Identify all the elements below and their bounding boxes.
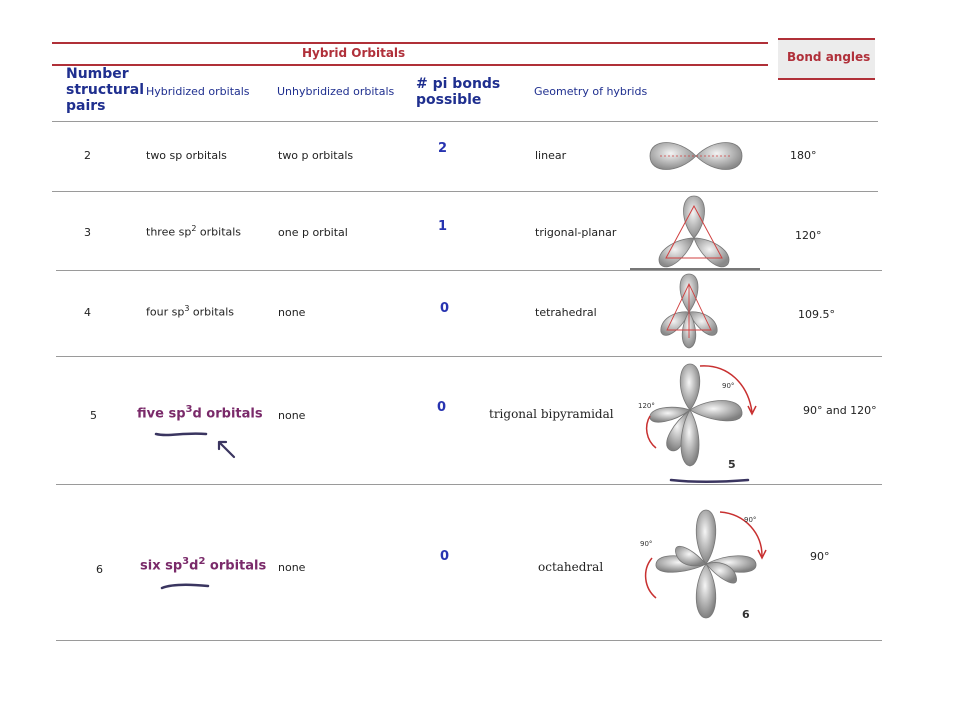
row-hybridized: five sp3d orbitals <box>137 404 263 421</box>
col-pi-line1: # pi bonds <box>416 76 501 92</box>
hyb-text-post: orbitals <box>189 305 235 319</box>
tbp-angle-120: 120° <box>638 402 655 410</box>
header-bottom-rule <box>52 64 768 66</box>
hyb-text-mid: d <box>189 558 199 574</box>
underline-mark <box>154 432 208 437</box>
hyb-text-post: orbitals <box>196 225 242 239</box>
col-pi-heading: # pi bonds possible <box>416 76 500 108</box>
underline-mark <box>669 478 750 484</box>
row-divider <box>56 484 882 485</box>
hyb-sup: 2 <box>191 224 197 233</box>
octahedral-orbital-image: 90° 90° 6 <box>640 509 767 621</box>
row-pi-bonds: 0 <box>440 301 450 316</box>
oct-angle-90-left: 90° <box>640 540 652 548</box>
col-hybridized-heading: Hybridized orbitals <box>146 85 250 98</box>
row-pi-bonds: 0 <box>440 549 450 564</box>
row-hybridized: six sp3d2 orbitals <box>140 556 266 573</box>
col-number-line2: structural <box>66 82 145 98</box>
image-base-line <box>630 268 760 270</box>
col-geometry-heading: Geometry of hybrids <box>534 85 648 98</box>
row-divider <box>56 640 882 641</box>
row-pairs: 5 <box>90 409 97 422</box>
linear-orbital-image <box>649 142 743 170</box>
trigonal-planar-orbital-image <box>658 195 730 268</box>
row-hybridized: two sp orbitals <box>146 149 227 162</box>
row-hybridized: four sp3 orbitals <box>146 304 234 319</box>
row-unhybridized: none <box>278 561 306 574</box>
arrow-mark <box>217 440 236 459</box>
row-divider <box>56 356 882 357</box>
row-unhybridized: one p orbital <box>278 226 348 239</box>
hyb-text: six sp <box>140 558 183 574</box>
row-pi-bonds: 2 <box>438 141 448 156</box>
row-pairs: 2 <box>84 149 91 162</box>
oct-angle-90-right: 90° <box>744 516 756 524</box>
row-geometry: trigonal bipyramidal <box>489 407 614 421</box>
col-number-line1: Number <box>66 66 129 82</box>
underline-mark <box>160 583 210 590</box>
col-pi-line2: possible <box>416 92 482 108</box>
row-unhybridized: none <box>278 306 306 319</box>
row-pi-bonds: 0 <box>437 400 447 415</box>
row-geometry: trigonal-planar <box>535 226 617 239</box>
hyb-sup: 3 <box>185 404 193 415</box>
header-top-rule <box>52 42 768 44</box>
row-divider <box>52 191 878 192</box>
oct-count: 6 <box>742 608 750 621</box>
tbp-angle-90: 90° <box>722 382 734 390</box>
row-hybridized: three sp2 orbitals <box>146 224 241 239</box>
row-pi-bonds: 1 <box>438 219 448 234</box>
row-bond-angle: 109.5° <box>798 308 835 321</box>
trigonal-bipyramidal-orbital-image: 120° 90° 5 <box>638 363 757 471</box>
row-divider <box>52 121 878 122</box>
hyb-sup: 3 <box>184 304 190 313</box>
row-geometry: linear <box>535 149 567 162</box>
row-unhybridized: none <box>278 409 306 422</box>
tbp-count: 5 <box>728 458 736 471</box>
hyb-sup: 3 <box>182 556 190 567</box>
hyb-text-post: orbitals <box>205 558 267 574</box>
row-bond-angle: 180° <box>790 149 817 162</box>
tetrahedral-orbital-image <box>660 273 718 349</box>
row-divider <box>56 270 882 271</box>
col-number-line3: pairs <box>66 98 106 114</box>
hybrid-orbitals-title: Hybrid Orbitals <box>302 46 406 60</box>
row-geometry: tetrahedral <box>535 306 597 319</box>
row-bond-angle: 90° <box>810 550 830 563</box>
hyb-sup2: 2 <box>198 556 206 567</box>
bond-angles-title: Bond angles <box>787 50 871 64</box>
row-pairs: 6 <box>96 563 103 576</box>
row-bond-angle: 90° and 120° <box>803 404 877 417</box>
hyb-text: five sp <box>137 406 186 422</box>
col-number-heading: Number structural pairs <box>66 66 144 114</box>
row-pairs: 4 <box>84 306 91 319</box>
row-unhybridized: two p orbitals <box>278 149 354 162</box>
row-pairs: 3 <box>84 226 91 239</box>
row-geometry: octahedral <box>538 560 604 574</box>
hyb-text: three sp <box>146 225 192 239</box>
col-unhybridized-heading: Unhybridized orbitals <box>277 85 395 98</box>
bond-angles-box <box>778 38 875 80</box>
hyb-text-post: d orbitals <box>192 406 263 422</box>
row-bond-angle: 120° <box>795 229 822 242</box>
hyb-text: four sp <box>146 305 185 319</box>
